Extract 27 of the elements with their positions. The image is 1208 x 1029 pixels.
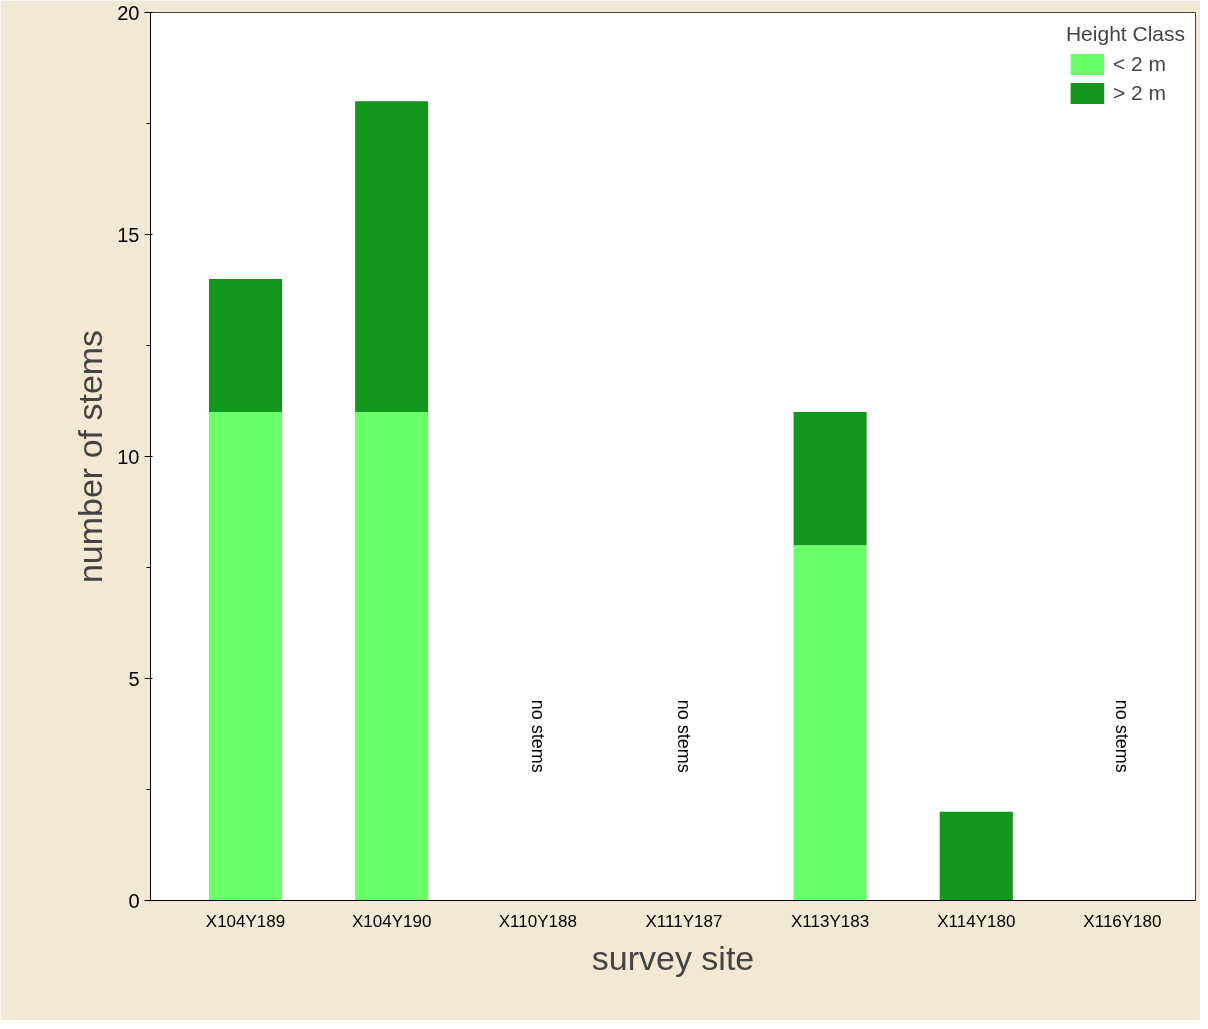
x-tick-label: X110Y188 — [498, 911, 577, 931]
y-tick-label: 5 — [128, 667, 140, 690]
x-axis-title: survey site — [591, 938, 755, 977]
annotation: no stems — [527, 699, 548, 773]
bar — [793, 545, 867, 901]
x-tick-label: X116Y180 — [1083, 911, 1162, 931]
legend-label: < 2 m — [1112, 52, 1167, 76]
bar — [355, 412, 429, 901]
y-tick-label: 15 — [117, 223, 140, 246]
x-tick-label: X104Y190 — [351, 911, 432, 931]
x-tick-label: X113Y183 — [791, 911, 870, 931]
bar — [208, 412, 283, 901]
y-tick-label: 0 — [128, 889, 140, 912]
legend-title: Height Class — [1065, 22, 1185, 46]
y-tick-label: 10 — [117, 445, 140, 468]
x-tick-label: X104Y189 — [205, 911, 286, 931]
bar — [939, 811, 1013, 901]
bar — [208, 278, 283, 413]
x-tick-label: X111Y187 — [645, 911, 723, 931]
y-tick-label: 20 — [117, 1, 140, 24]
y-axis-title: number of stems — [71, 329, 110, 584]
bar — [355, 101, 429, 413]
annotation: no stems — [1112, 699, 1133, 773]
annotation: no stems — [673, 699, 694, 773]
legend-label: > 2 m — [1112, 81, 1167, 105]
bar — [793, 412, 867, 546]
x-tick-label: X114Y180 — [937, 911, 1016, 931]
